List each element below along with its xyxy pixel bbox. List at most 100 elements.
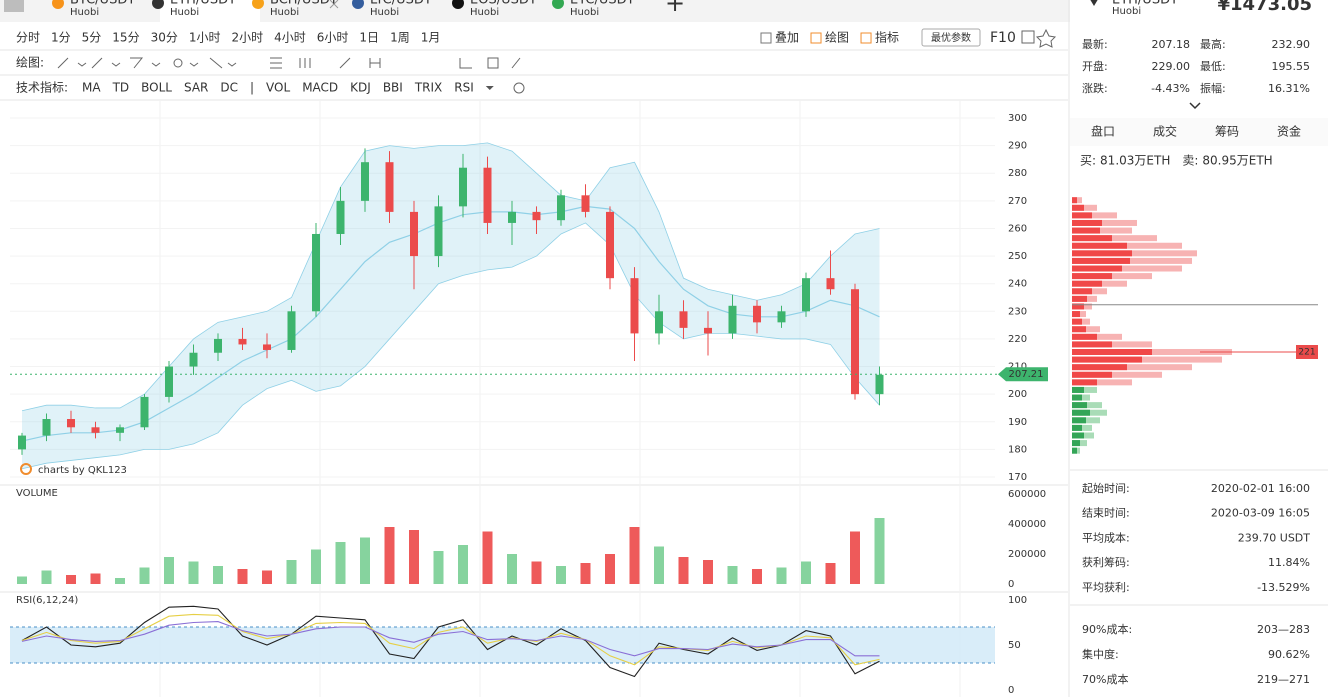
period-button[interactable]: 15分 [112, 31, 139, 45]
tool-button[interactable]: 叠加 [775, 31, 799, 45]
indicator-button[interactable]: MA [82, 81, 101, 95]
tab-symbol[interactable]: EOS/USDT [470, 0, 537, 8]
period-button[interactable]: 30分 [151, 31, 178, 45]
tab-exchange[interactable]: Huobi [570, 7, 599, 18]
indicator-button[interactable]: SAR [184, 81, 208, 95]
y-tick-label: 600000 [1008, 489, 1046, 500]
indicator-button[interactable]: BOLL [141, 81, 172, 95]
chip-bar-near [1072, 424, 1082, 431]
y-tick-label: 190 [1008, 417, 1027, 428]
chip-bar-near [1072, 303, 1084, 310]
summary-value: 203—283 [1257, 623, 1310, 636]
volume-bar [752, 569, 762, 584]
period-button[interactable]: 1周 [390, 31, 410, 45]
volume-bar [384, 527, 395, 584]
sidebar-tab[interactable]: 筹码 [1215, 125, 1239, 139]
candle-body [214, 338, 222, 353]
summary-value: 11.84% [1268, 556, 1310, 569]
indicator-dropdown[interactable] [485, 86, 494, 90]
f10-button[interactable]: F10 [990, 30, 1016, 46]
volume-bar [825, 563, 836, 584]
rsi-line [21, 613, 880, 666]
tab-symbol[interactable]: BCH/USDT [270, 0, 338, 8]
indicator-button[interactable]: | [250, 81, 254, 95]
tab-symbol[interactable]: LTC/USDT [370, 0, 432, 8]
tab-exchange[interactable]: Huobi [370, 7, 399, 18]
rsi-band-fill [10, 627, 995, 663]
period-button[interactable]: 1小时 [189, 31, 221, 45]
candle-body [459, 167, 467, 207]
tab-close[interactable] [329, 0, 339, 9]
sidebar-tab[interactable]: 盘口 [1091, 124, 1115, 139]
expand-chevron[interactable] [1189, 102, 1201, 110]
volume-bar [188, 561, 199, 584]
symbol-icon [1090, 0, 1098, 6]
tab-symbol[interactable]: BTC/USDT [70, 0, 135, 8]
tab-exchange[interactable]: Huobi [470, 7, 499, 18]
tab-icon [252, 0, 264, 9]
indicator-button[interactable]: KDJ [350, 81, 371, 95]
candle-body [410, 211, 418, 257]
header-icons[interactable] [513, 28, 1057, 94]
summary-label: 起始时间: [1082, 481, 1130, 495]
period-button[interactable]: 1日 [359, 31, 379, 45]
indicator-label: 技术指标: [16, 80, 68, 95]
sidebar-tab[interactable]: 成交 [1153, 124, 1177, 139]
sidebar-price: ¥1473.05 [1217, 0, 1312, 15]
chip-bar-near [1072, 349, 1152, 355]
tab-exchange[interactable]: Huobi [70, 7, 99, 18]
indicator-button[interactable]: VOL [266, 81, 290, 95]
period-button[interactable]: 1月 [421, 31, 441, 45]
buy-label: 买: [1080, 154, 1096, 168]
draw-tools[interactable] [57, 57, 521, 69]
candle-body [777, 311, 786, 323]
indicator-button[interactable]: RSI [454, 81, 474, 95]
period-button[interactable]: 1分 [51, 31, 71, 45]
candle-body [875, 374, 884, 395]
tool-icon [860, 32, 872, 44]
y-tick-label: 230 [1008, 306, 1027, 317]
tab-symbol[interactable]: ETH/USDT [170, 0, 236, 8]
indicator-button[interactable]: MACD [302, 81, 338, 95]
chip-bar-near [1072, 197, 1077, 204]
volume-bar [727, 566, 738, 584]
period-button[interactable]: 6小时 [317, 31, 349, 45]
volume-bar [482, 531, 493, 584]
watermark-icon [20, 463, 32, 475]
tab-exchange[interactable]: Huobi [270, 7, 299, 18]
sidebar-symbol: ETH/USDT [1112, 0, 1178, 8]
tab-exchange[interactable]: Huobi [170, 7, 199, 18]
indicator-button[interactable]: DC [220, 81, 238, 95]
y-tick-label: 180 [1008, 444, 1027, 455]
indicator-button[interactable]: TRIX [414, 81, 442, 95]
menu-icon[interactable] [4, 0, 24, 12]
chip-bar-near [1072, 204, 1084, 211]
tool-button[interactable]: 指标 [875, 30, 899, 45]
stat-value: 229.00 [1152, 60, 1191, 73]
chip-bar-near [1072, 356, 1142, 363]
y-tick-label: 300 [1008, 113, 1027, 124]
period-button[interactable]: 5分 [82, 31, 102, 45]
chip-bar-near [1072, 341, 1112, 348]
param-button[interactable] [921, 28, 981, 47]
tool-button[interactable]: 绘图 [825, 30, 849, 45]
indicator-button[interactable]: BBI [383, 81, 403, 95]
volume-bar [874, 518, 885, 584]
sell-label: 卖: [1182, 154, 1198, 168]
summary-value: 90.62% [1268, 648, 1310, 661]
indicator-button[interactable]: TD [112, 81, 130, 95]
period-button[interactable]: 4小时 [274, 31, 306, 45]
tab-symbol[interactable]: ETC/USDT [570, 0, 635, 8]
stat-label: 振幅: [1200, 81, 1226, 95]
chip-bar-all [1072, 371, 1162, 378]
add-tab[interactable]: + [665, 0, 685, 17]
y-tick-label: 280 [1008, 168, 1027, 179]
sell-value: 80.95万ETH [1202, 154, 1272, 168]
period-button[interactable]: 分时 [16, 31, 40, 45]
band-upper [21, 142, 880, 412]
param-button-label[interactable]: 最优参数 [931, 31, 971, 44]
volume-bar [801, 561, 811, 584]
candle-body [508, 211, 516, 223]
sidebar-tab[interactable]: 资金 [1277, 124, 1301, 139]
period-button[interactable]: 2小时 [232, 31, 264, 45]
